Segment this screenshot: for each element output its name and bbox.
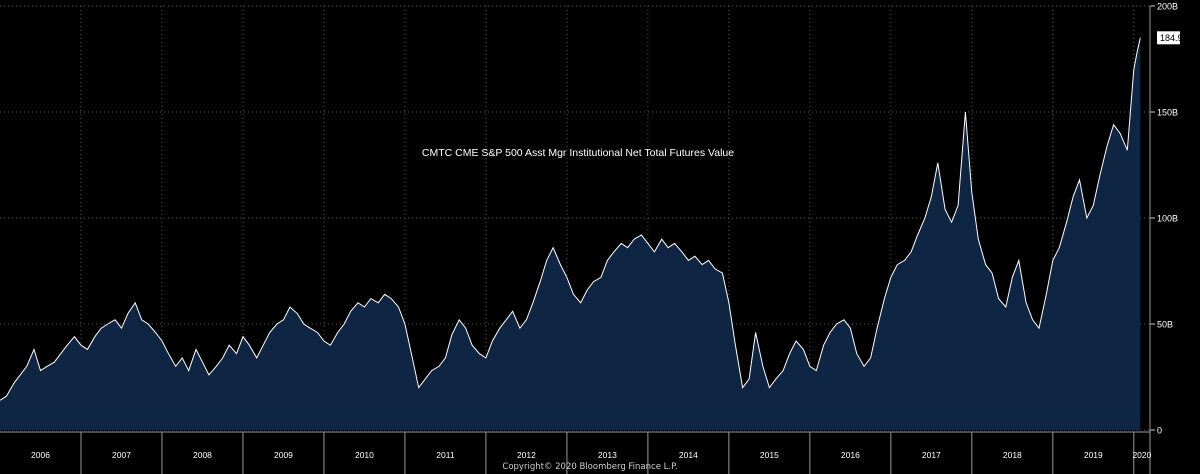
x-tick-label: 2006 xyxy=(31,450,50,460)
x-tick-label: 2020 xyxy=(1132,450,1151,460)
y-tick-label: 0 xyxy=(1157,426,1162,436)
x-tick-label: 2010 xyxy=(355,450,374,460)
plot-area xyxy=(0,37,1141,431)
x-tick-label: 2016 xyxy=(841,450,860,460)
x-tick-label: 2017 xyxy=(922,450,941,460)
x-tick-label: 2018 xyxy=(1003,450,1022,460)
x-axis: 2006 2007 2008 2009 2010 2011 2012 2013 2014 2015… xyxy=(0,431,1152,474)
series-line xyxy=(0,37,1141,401)
last-value-box xyxy=(1157,31,1180,45)
y-tick-label: 200B xyxy=(1157,2,1178,12)
x-tick-label: 2014 xyxy=(679,450,698,460)
x-tick-label: 2009 xyxy=(274,450,293,460)
x-tick-label: 2015 xyxy=(760,450,779,460)
y-tick-label: 150B xyxy=(1157,108,1178,118)
x-tick-label: 2011 xyxy=(436,450,455,460)
x-tick-label: 2013 xyxy=(598,450,617,460)
y-tick-label: 100B xyxy=(1157,214,1178,224)
x-tick-label: 2012 xyxy=(517,450,536,460)
x-tick-label: 2007 xyxy=(112,450,131,460)
last-value-badge: 184.995B xyxy=(1157,31,1180,45)
last-value-label: 184.995B xyxy=(1160,33,1180,43)
y-axis: 200B 150B 100B 50B 0 xyxy=(1149,2,1178,474)
x-tick-label: 2008 xyxy=(193,450,212,460)
series-area xyxy=(0,37,1141,431)
copyright-note: Copyright© 2020 Bloomberg Finance L.P. xyxy=(502,462,678,472)
y-tick-label: 50B xyxy=(1157,320,1173,330)
chart-title: CMTC CME S&P 500 Asst Mgr Institutional … xyxy=(422,147,734,159)
x-tick-label: 2019 xyxy=(1084,450,1103,460)
